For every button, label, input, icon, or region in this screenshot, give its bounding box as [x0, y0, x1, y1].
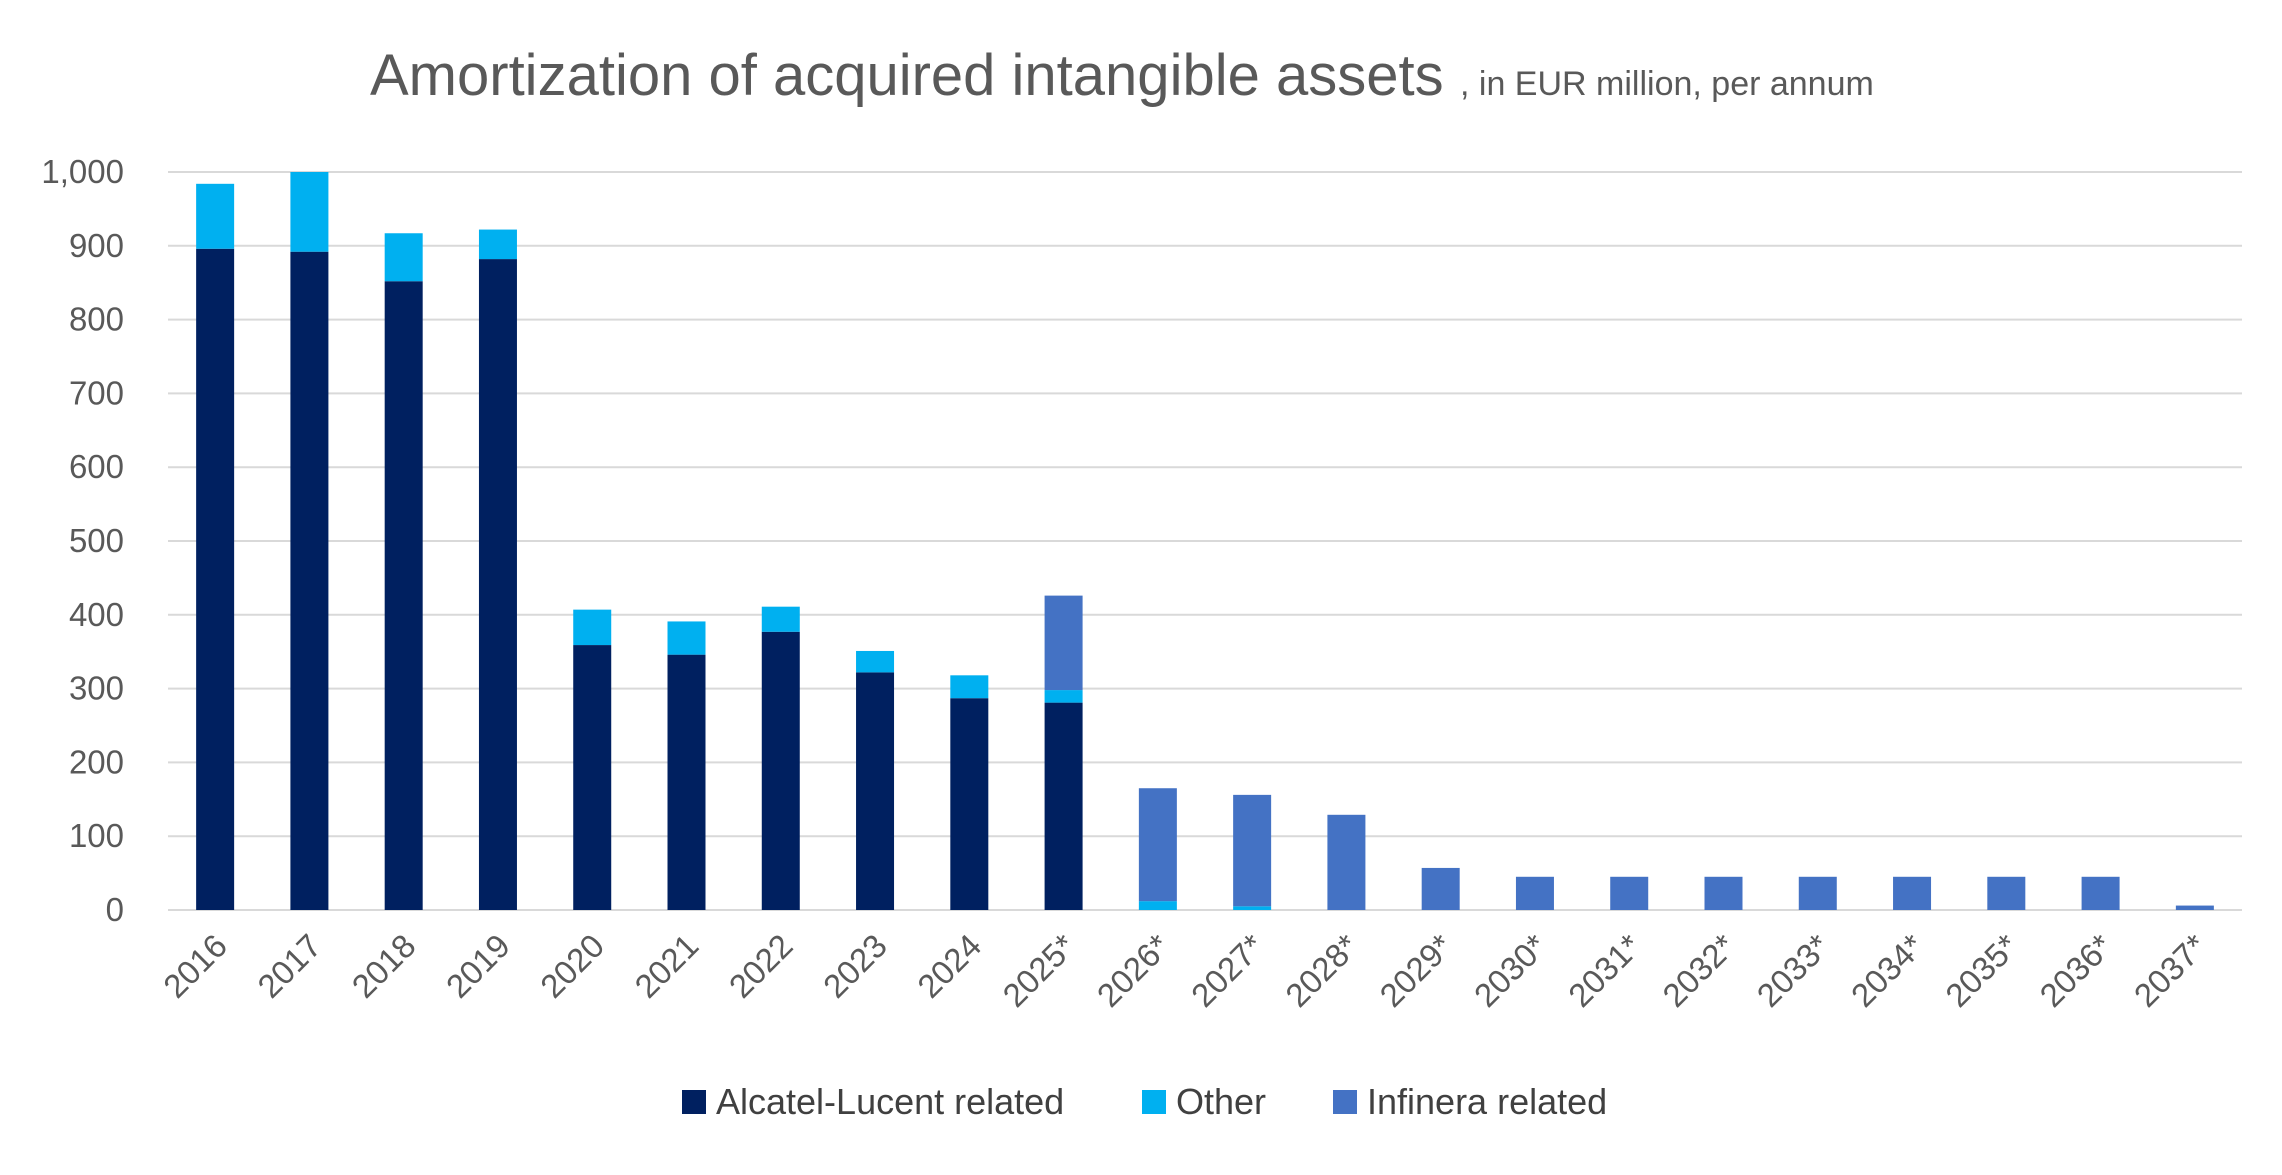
x-tick-label: 2033* [1750, 927, 1837, 1014]
y-tick-label: 600 [69, 448, 124, 485]
bar-segment [667, 654, 706, 910]
x-tick-label: 2024 [910, 927, 988, 1005]
bar-segment [856, 650, 895, 673]
legend-swatch [682, 1090, 706, 1114]
y-tick-label: 100 [69, 817, 124, 854]
bar-segment [1798, 876, 1837, 910]
x-tick-label: 2031* [1561, 927, 1648, 1014]
bar-segment [290, 251, 329, 911]
bar-segment [950, 698, 989, 910]
bar-segment [196, 248, 235, 910]
legend: Alcatel-Lucent related Other Infinera rela… [682, 1081, 1607, 1122]
bar-segment [290, 172, 329, 252]
bar-segment [1233, 906, 1272, 910]
x-tick-label: 2030* [1467, 927, 1554, 1014]
y-tick-label: 700 [69, 374, 124, 411]
x-tick-label: 2035* [1938, 927, 2025, 1014]
legend-label: Alcatel-Lucent related [716, 1081, 1064, 1122]
bar-segment [2081, 876, 2120, 910]
chart-subtitle: , in EUR million, per annum [1460, 65, 1874, 103]
x-tick-label: 2032* [1655, 927, 1742, 1014]
x-tick-label: 2017 [250, 927, 328, 1005]
bar-segment [761, 606, 800, 632]
bars [196, 172, 2214, 911]
bar-segment [573, 645, 612, 910]
x-tick-label: 2019 [439, 927, 517, 1005]
bar-segment [761, 631, 800, 910]
legend-swatch [1333, 1090, 1357, 1114]
x-tick-label: 2036* [2032, 927, 2119, 1014]
bar-segment [856, 672, 895, 910]
bar-segment [1044, 690, 1083, 703]
legend-label: Other [1176, 1081, 1266, 1122]
bar-segment [1044, 595, 1083, 691]
y-tick-label: 200 [69, 743, 124, 780]
legend-swatch [1142, 1090, 1166, 1114]
x-tick-label: 2029* [1372, 927, 1459, 1014]
x-tick-label: 2037* [2127, 927, 2214, 1014]
x-tick-label: 2021 [627, 927, 705, 1005]
x-tick-label: 2022 [722, 927, 800, 1005]
bar-segment [2175, 905, 2214, 910]
chart-title: Amortization of acquired intangible asse… [370, 43, 1444, 108]
y-tick-label: 0 [106, 891, 124, 928]
bar-segment [573, 609, 612, 646]
bar-segment [196, 183, 235, 249]
x-tick-label: 2025* [995, 927, 1082, 1014]
y-tick-label: 800 [69, 301, 124, 338]
y-axis-ticks: 0 100 200 300 400 500 600 700 800 900 1,000 [41, 153, 124, 928]
y-tick-label: 300 [69, 670, 124, 707]
x-tick-label: 2020 [533, 927, 611, 1005]
bar-segment [478, 229, 517, 260]
bar-segment [1987, 876, 2026, 910]
bar-segment [1515, 876, 1554, 910]
x-tick-label: 2016 [156, 927, 234, 1005]
legend-label: Infinera related [1367, 1081, 1607, 1122]
bar-segment [1327, 814, 1366, 910]
y-tick-label: 1,000 [41, 153, 124, 190]
bar-segment [384, 281, 423, 910]
bar-segment [1138, 901, 1177, 910]
y-tick-label: 900 [69, 227, 124, 264]
bar-segment [950, 675, 989, 699]
bar-segment [478, 259, 517, 911]
x-tick-label: 2034* [1844, 927, 1931, 1014]
bar-segment [1704, 876, 1743, 910]
bar-segment [1044, 702, 1083, 910]
bar-segment [1233, 794, 1272, 907]
x-tick-label: 2027* [1184, 927, 1271, 1014]
x-tick-label: 2023 [816, 927, 894, 1005]
bar-segment [1138, 788, 1177, 902]
bar-segment [1421, 867, 1460, 910]
bar-segment [667, 621, 706, 655]
x-tick-label: 2026* [1090, 927, 1177, 1014]
y-tick-label: 500 [69, 522, 124, 559]
bar-segment [1610, 876, 1649, 910]
x-tick-label: 2028* [1278, 927, 1365, 1014]
bar-segment [384, 233, 423, 282]
x-axis-ticks: 2016 2017 2018 2019 2020 2021 2022 2023 2024 2025… [156, 927, 2214, 1014]
x-tick-label: 2018 [345, 927, 423, 1005]
y-tick-label: 400 [69, 596, 124, 633]
bar-segment [1893, 876, 1932, 910]
